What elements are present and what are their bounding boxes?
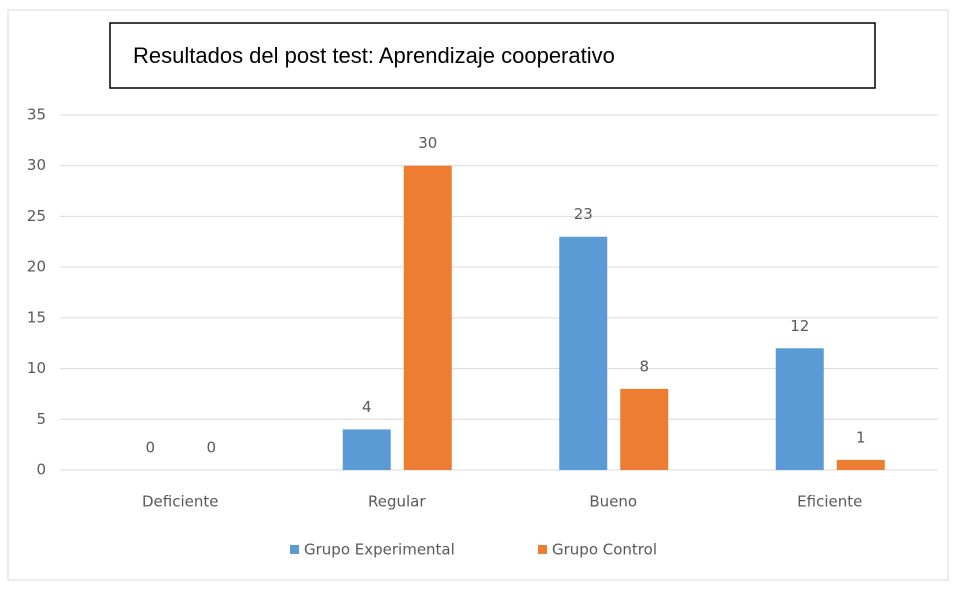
y-tick-label: 5 [36, 410, 46, 428]
y-tick-label: 20 [27, 258, 46, 276]
data-label: 0 [145, 439, 155, 457]
y-tick-label: 10 [27, 359, 46, 377]
bar [775, 348, 824, 470]
chart-title: Resultados del post test: Aprendizaje co… [133, 43, 615, 68]
x-tick-label: Deficiente [142, 493, 219, 511]
x-tick-label: Regular [368, 493, 426, 511]
data-label: 1 [856, 428, 866, 446]
y-tick-label: 35 [27, 106, 46, 124]
x-tick-label: Eficiente [797, 493, 862, 511]
legend-swatch [290, 545, 299, 554]
data-label: 23 [574, 205, 593, 223]
bar [620, 388, 669, 470]
y-tick-label: 0 [36, 461, 46, 479]
legend-label: Grupo Experimental [304, 541, 455, 559]
bar [836, 459, 885, 470]
bar [559, 236, 608, 470]
data-label: 12 [790, 317, 809, 335]
data-label: 4 [362, 398, 372, 416]
bar [403, 165, 452, 470]
y-tick-label: 15 [27, 308, 46, 326]
y-tick-label: 25 [27, 207, 46, 225]
chart-border [7, 9, 949, 581]
data-label: 8 [639, 357, 649, 375]
title-box [109, 22, 876, 89]
bar [342, 429, 391, 470]
y-tick-label: 30 [27, 156, 46, 174]
x-tick-label: Bueno [589, 493, 637, 511]
legend-label: Grupo Control [552, 541, 657, 559]
data-label: 0 [206, 439, 216, 457]
legend-swatch [538, 545, 547, 554]
data-label: 30 [418, 134, 437, 152]
